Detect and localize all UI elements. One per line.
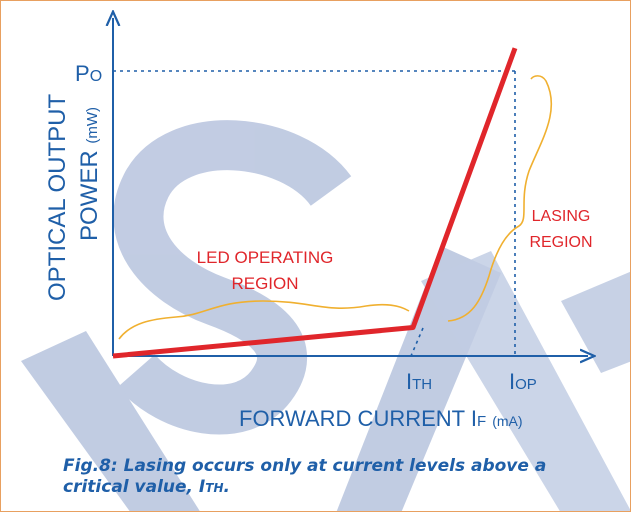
y-tick-p0: PO [75,61,102,86]
svg-text:REGION: REGION [529,234,592,251]
ith-guide-line [410,327,424,357]
lasing-region-label: LASING REGION [529,208,592,251]
svg-text:LED OPERATING: LED OPERATING [197,248,334,267]
figure-caption-line-1: Fig.8: Lasing occurs only at current lev… [63,456,546,476]
svg-text:LASING: LASING [532,208,591,225]
svg-text:POWER (mW): POWER (mW) [76,107,103,241]
x-axis-title: FORWARD CURRENT IF (mA) [239,406,523,431]
led-region-brace [118,300,410,340]
y-axis-title: OPTICAL OUTPUT POWER (mW) [44,94,103,301]
lasing-region-brace [447,75,553,322]
figure-caption-line-2: critical value, ITH. [63,477,230,497]
svg-text:REGION: REGION [231,274,298,293]
x-tick-ith: ITH [406,369,432,394]
output-power-curve [112,47,518,359]
led-region-label: LED OPERATING REGION [197,248,334,293]
x-tick-iop: IOP [509,369,537,394]
watermark [21,120,630,511]
svg-text:OPTICAL OUTPUT: OPTICAL OUTPUT [44,94,71,301]
